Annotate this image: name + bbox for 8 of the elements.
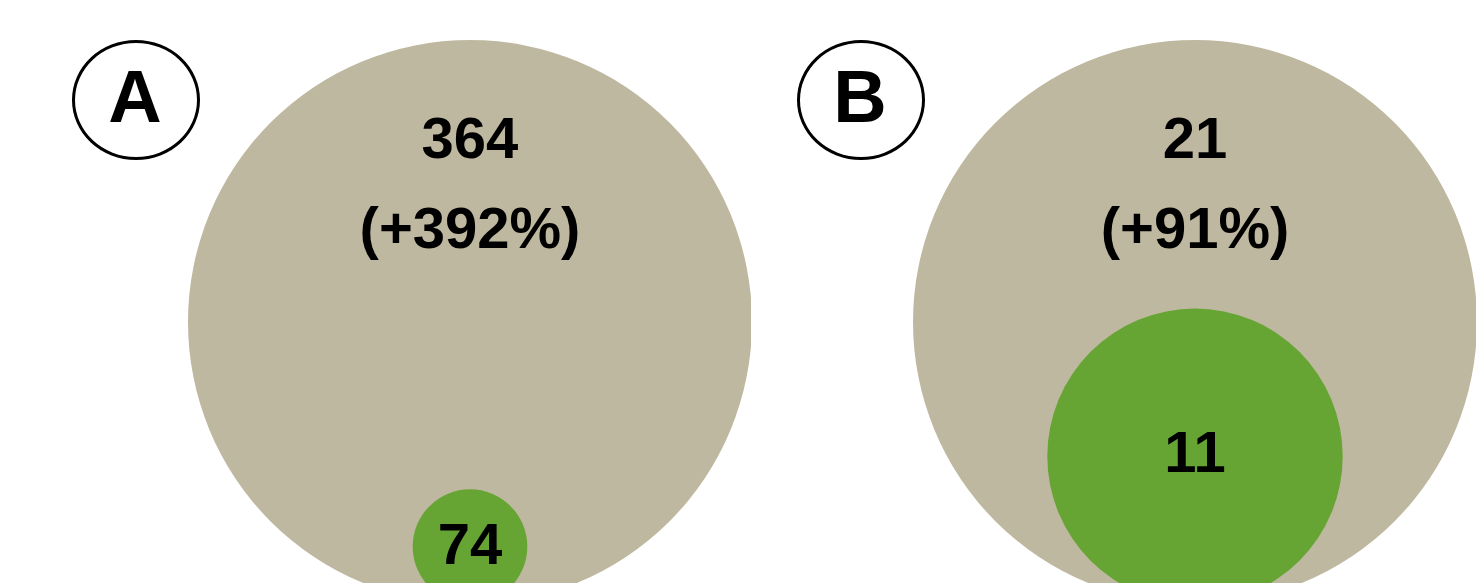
data-label: 11 — [1164, 419, 1226, 485]
data-label: 364 — [421, 105, 519, 170]
text: A — [107, 54, 163, 140]
text: (+392%) — [359, 195, 581, 260]
data-label: 74 — [437, 511, 503, 576]
data-label: 21 — [1162, 105, 1228, 170]
text: (+91%) — [1100, 195, 1290, 260]
text: B — [832, 54, 888, 140]
